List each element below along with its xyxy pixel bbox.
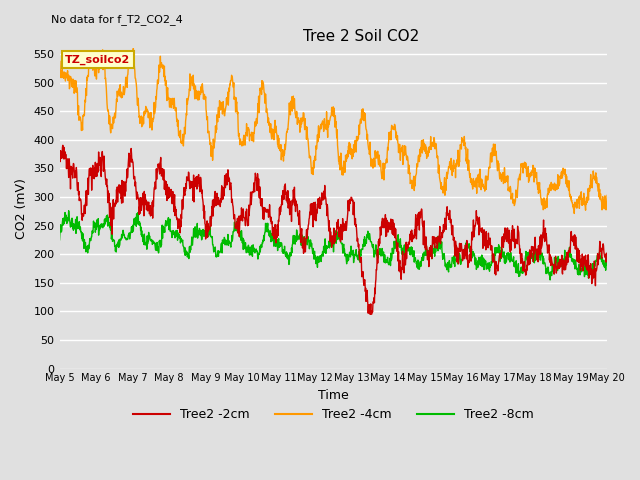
Tree2 -8cm bbox=[289, 242, 296, 248]
Tree2 -2cm bbox=[366, 312, 374, 317]
Tree2 -4cm bbox=[310, 159, 317, 165]
Tree2 -2cm bbox=[56, 159, 63, 165]
Tree2 -2cm bbox=[310, 211, 317, 216]
Tree2 -2cm bbox=[59, 143, 67, 148]
Tree2 -8cm bbox=[56, 237, 63, 243]
Tree2 -4cm bbox=[367, 156, 375, 162]
Y-axis label: CO2 (mV): CO2 (mV) bbox=[15, 178, 28, 239]
Tree2 -4cm bbox=[570, 211, 578, 216]
Tree2 -8cm bbox=[310, 249, 317, 255]
Tree2 -4cm bbox=[98, 60, 106, 66]
Tree2 -8cm bbox=[367, 239, 375, 245]
Tree2 -2cm bbox=[368, 311, 376, 317]
Line: Tree2 -8cm: Tree2 -8cm bbox=[60, 211, 607, 280]
Line: Tree2 -2cm: Tree2 -2cm bbox=[60, 145, 607, 314]
Tree2 -8cm bbox=[300, 242, 307, 248]
X-axis label: Time: Time bbox=[318, 389, 349, 402]
Tree2 -4cm bbox=[129, 46, 137, 51]
Tree2 -2cm bbox=[604, 259, 611, 264]
Tree2 -4cm bbox=[604, 192, 611, 198]
Text: No data for f_T2_CO2_4: No data for f_T2_CO2_4 bbox=[51, 14, 183, 25]
Tree2 -8cm bbox=[121, 234, 129, 240]
Line: Tree2 -4cm: Tree2 -4cm bbox=[60, 48, 607, 214]
Tree2 -4cm bbox=[300, 110, 307, 116]
Legend: Tree2 -2cm, Tree2 -4cm, Tree2 -8cm: Tree2 -2cm, Tree2 -4cm, Tree2 -8cm bbox=[127, 403, 539, 426]
Tree2 -2cm bbox=[300, 251, 307, 256]
Tree2 -4cm bbox=[120, 92, 128, 97]
Tree2 -8cm bbox=[65, 208, 72, 214]
Tree2 -2cm bbox=[121, 183, 129, 189]
Tree2 -4cm bbox=[289, 108, 296, 114]
Tree2 -8cm bbox=[99, 225, 106, 230]
Text: TZ_soilco2: TZ_soilco2 bbox=[65, 55, 131, 65]
Title: Tree 2 Soil CO2: Tree 2 Soil CO2 bbox=[303, 29, 419, 44]
Tree2 -8cm bbox=[604, 257, 611, 263]
Tree2 -4cm bbox=[56, 59, 63, 64]
Tree2 -2cm bbox=[99, 149, 106, 155]
Tree2 -8cm bbox=[547, 277, 554, 283]
Tree2 -2cm bbox=[289, 197, 296, 203]
